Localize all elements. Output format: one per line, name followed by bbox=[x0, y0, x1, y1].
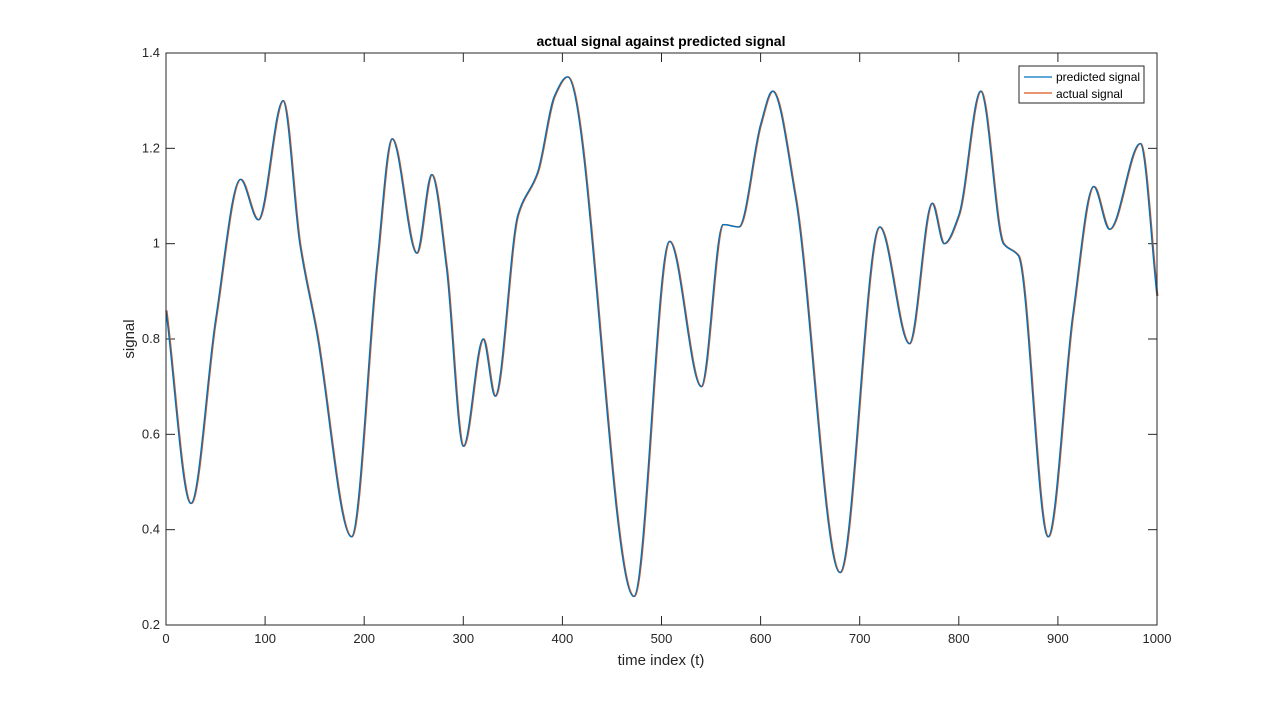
x-axis-label: time index (t) bbox=[618, 652, 705, 669]
y-tick-label: 0.2 bbox=[142, 617, 160, 632]
x-tick-label: 200 bbox=[353, 631, 375, 646]
x-tick-label: 800 bbox=[948, 631, 970, 646]
x-tick-label: 300 bbox=[452, 631, 474, 646]
x-tick-label: 0 bbox=[162, 631, 169, 646]
legend-label-actual: actual signal bbox=[1056, 87, 1123, 101]
x-tick-label: 900 bbox=[1047, 631, 1069, 646]
x-tick-label: 600 bbox=[750, 631, 772, 646]
x-tick-label: 400 bbox=[552, 631, 574, 646]
legend-box bbox=[1018, 65, 1145, 104]
y-tick-label: 0.6 bbox=[142, 426, 160, 441]
y-tick-label: 0.4 bbox=[142, 522, 160, 537]
legend: predicted signal actual signal bbox=[1018, 65, 1145, 104]
y-tick-label: 1.4 bbox=[142, 45, 160, 60]
series-line-predicted bbox=[165, 76, 1158, 598]
axes-box bbox=[165, 52, 1158, 626]
plot-area bbox=[166, 53, 1157, 625]
y-tick-label: 1.2 bbox=[142, 140, 160, 155]
x-tick-label: 700 bbox=[849, 631, 871, 646]
y-axis-label: signal bbox=[121, 319, 138, 358]
series-layer bbox=[165, 76, 1159, 598]
chart-title: actual signal against predicted signal bbox=[537, 33, 786, 49]
x-tick-label: 500 bbox=[651, 631, 673, 646]
y-tick-label: 0.8 bbox=[142, 331, 160, 346]
legend-label-predicted: predicted signal bbox=[1056, 70, 1140, 84]
y-tick-label: 1 bbox=[153, 236, 160, 251]
x-tick-label: 1000 bbox=[1143, 631, 1172, 646]
x-tick-label: 100 bbox=[254, 631, 276, 646]
tick-labels: 0 100 200 300 400 500 600 700 800 900 1000 0.2 0.4 0.… bbox=[142, 45, 1172, 646]
